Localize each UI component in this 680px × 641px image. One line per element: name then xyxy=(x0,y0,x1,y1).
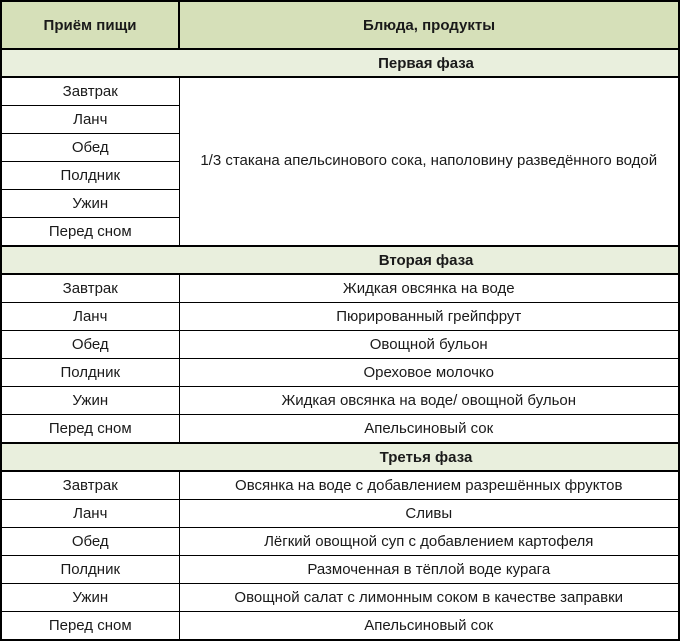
dish-cell: Сливы xyxy=(178,499,680,528)
meal-cell: Ужин xyxy=(0,583,180,612)
table-row: Завтрак Овсянка на воде с добавлением раз… xyxy=(0,470,680,500)
column-header-dishes: Блюда, продукты xyxy=(178,0,680,50)
table-row: Обед Лёгкий овощной суп с добавлением кар… xyxy=(0,527,680,556)
meal-cell: Ланч xyxy=(0,302,180,331)
header-row: Приём пищи Блюда, продукты xyxy=(0,0,680,50)
meal-cell: Полдник xyxy=(0,161,180,190)
phase-title-cell: Третья фаза xyxy=(0,442,680,472)
table-row: Ланч xyxy=(0,105,679,134)
dish-cell-merged: 1/3 стакана апельсинового сока, наполови… xyxy=(178,76,680,247)
meal-cell: Ланч xyxy=(0,499,180,528)
table-row: Ужин Жидкая овсянка на воде/ овощной буль… xyxy=(0,386,680,415)
meal-cell: Полдник xyxy=(0,555,180,584)
table-header: Приём пищи Блюда, продукты xyxy=(0,0,680,50)
dish-cell: Пюрированный грейпфрут xyxy=(178,302,680,331)
meal-cell: Обед xyxy=(0,133,180,162)
dish-cell: Овощной бульон xyxy=(178,330,680,359)
phase-row: Первая фаза xyxy=(0,48,680,78)
dish-merged-text: 1/3 стакана апельсинового сока, наполови… xyxy=(200,152,658,170)
dish-cell: Жидкая овсянка на воде/ овощной бульон xyxy=(178,386,680,415)
meal-cell: Перед сном xyxy=(0,217,180,247)
column-header-meal: Приём пищи xyxy=(0,0,180,50)
meal-cell: Обед xyxy=(0,527,180,556)
dish-cell: Овощной салат с лимонным соком в качеств… xyxy=(178,583,680,612)
dish-cell: Жидкая овсянка на воде xyxy=(178,273,680,303)
table-row: Перед сном Апельсиновый сок xyxy=(0,414,680,444)
phase-title-cell: Первая фаза xyxy=(0,48,680,78)
meal-cell: Завтрак xyxy=(0,273,180,303)
table-row: Обед Овощной бульон xyxy=(0,330,680,359)
table-row: Завтрак Жидкая овсянка на воде xyxy=(0,273,680,303)
phase-row: Третья фаза xyxy=(0,442,680,472)
table-row: Ужин xyxy=(0,189,679,218)
dish-cell: Апельсиновый сок xyxy=(178,414,680,444)
meal-cell: Завтрак xyxy=(0,470,180,500)
meal-cell: Перед сном xyxy=(0,414,180,444)
meal-cell: Ужин xyxy=(0,386,180,415)
table-row: Перед сном xyxy=(0,217,679,247)
meal-cell: Ужин xyxy=(0,189,180,218)
table-row: Ланч Пюрированный грейпфрут xyxy=(0,302,680,331)
phase-row: Вторая фаза xyxy=(0,245,680,275)
table-row: Завтрак 1/3 стакана апельсинового сока, н… xyxy=(0,76,680,247)
table-row: Ланч Сливы xyxy=(0,499,680,528)
meal-cell: Обед xyxy=(0,330,180,359)
table-body: Первая фаза Завтрак 1/3 стакана апельсинов… xyxy=(0,48,680,641)
table-row: Ужин Овощной салат с лимонным соком в кач… xyxy=(0,583,680,612)
phase-title-cell: Вторая фаза xyxy=(0,245,680,275)
dish-cell: Размоченная в тёплой воде курага xyxy=(178,555,680,584)
dish-cell: Лёгкий овощной суп с добавлением картофе… xyxy=(178,527,680,556)
dish-cell: Овсянка на воде с добавлением разрешённы… xyxy=(178,470,680,500)
dish-cell: Ореховое молочко xyxy=(178,358,680,387)
meal-cell: Ланч xyxy=(0,105,180,134)
meal-cell: Завтрак xyxy=(0,76,180,106)
table-row: Полдник Размоченная в тёплой воде курага xyxy=(0,555,680,584)
meal-cell: Полдник xyxy=(0,358,180,387)
table-row: Полдник Ореховое молочко xyxy=(0,358,680,387)
